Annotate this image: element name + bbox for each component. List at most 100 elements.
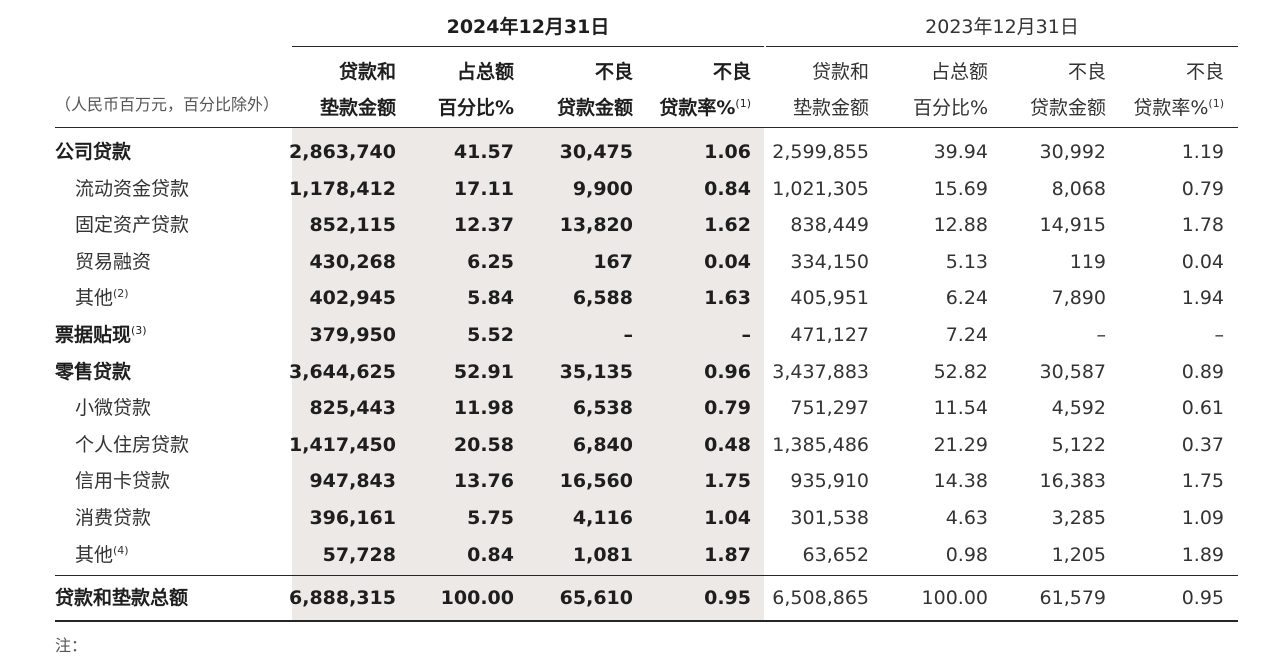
- row-label: 贸易融资: [75, 244, 151, 280]
- cell: 16,383: [1039, 470, 1106, 493]
- note-label: 注：: [55, 636, 88, 655]
- cell: 0.95: [1181, 587, 1224, 609]
- row-label: 其他(4): [75, 537, 129, 573]
- cell: 35,135: [559, 360, 633, 383]
- cell: 5.13: [945, 250, 988, 273]
- cell: 17.11: [453, 177, 514, 200]
- table-row: 公司贷款 2,863,740 41.57 30,475 1.06 2,599,855 39.…: [0, 134, 1268, 170]
- cell: 1.78: [1181, 214, 1224, 237]
- cell: 14.38: [933, 470, 988, 493]
- cell: 15.69: [933, 177, 988, 200]
- cell: 30,475: [559, 141, 633, 163]
- cell: 3,285: [1051, 507, 1106, 529]
- cell: 52.91: [453, 360, 514, 383]
- cell: 167: [593, 250, 633, 273]
- row-label-text: 零售贷款: [55, 360, 132, 383]
- row-label-text: 票据贴现: [55, 324, 132, 346]
- cell: 1,081: [572, 543, 633, 566]
- cell: 1.75: [1181, 470, 1224, 493]
- cell: 0.98: [945, 543, 988, 566]
- row-label: 个人住房贷款: [75, 427, 189, 463]
- cell: 1.63: [704, 287, 751, 310]
- cell: 119: [1069, 250, 1106, 273]
- row-label-text: 其他: [75, 287, 114, 310]
- cell: 13,820: [559, 214, 633, 237]
- cell: 301,538: [790, 507, 869, 529]
- cell: 100.00: [921, 587, 988, 609]
- cell: 1.19: [1181, 141, 1224, 163]
- row-label-text: 小微贷款: [75, 397, 152, 420]
- cell: 6.25: [467, 250, 514, 273]
- cell: 1.94: [1181, 287, 1224, 310]
- cell: 1.89: [1181, 543, 1224, 566]
- cell: 1.09: [1181, 507, 1224, 529]
- cell: 1,205: [1051, 543, 1106, 566]
- cell: 402,945: [309, 287, 396, 310]
- cell: 3,644,625: [289, 360, 396, 383]
- footnote-marker: (1): [735, 97, 751, 110]
- cell: 0.79: [1181, 177, 1224, 200]
- cell: 1,385,486: [772, 433, 869, 456]
- table-row: 其他(2) 402,945 5.84 6,588 1.63 405,951 6.24 7,89…: [0, 280, 1268, 316]
- row-label: 贷款和垫款总额: [55, 587, 189, 609]
- cell: 9,900: [572, 177, 633, 200]
- cell: 751,297: [790, 397, 869, 420]
- cell: 0.84: [467, 543, 514, 566]
- cell: 6,538: [572, 397, 633, 420]
- table-row: 贸易融资 430,268 6.25 167 0.04 334,150 5.13 119 0.04: [0, 244, 1268, 280]
- cell: 471,127: [790, 324, 869, 346]
- cell: 20.58: [453, 433, 514, 456]
- table-bottom-rule: [55, 620, 1238, 622]
- cell: 379,950: [309, 324, 396, 346]
- cell: 396,161: [309, 507, 396, 529]
- cell: 1.62: [704, 214, 751, 237]
- table-row: 流动资金贷款 1,178,412 17.11 9,900 0.84 1,021,305 15…: [0, 171, 1268, 207]
- total-top-rule: [55, 575, 1238, 576]
- row-label-text: 消费贷款: [75, 507, 152, 529]
- table-row-total: 贷款和垫款总额 6,888,315 100.00 65,610 0.95 6,5…: [0, 580, 1268, 616]
- cell: 11.98: [453, 397, 514, 420]
- cell: 1.04: [704, 507, 751, 529]
- cell: 0.48: [704, 433, 751, 456]
- table-row: 个人住房贷款 1,417,450 20.58 6,840 0.48 1,385,486 21…: [0, 427, 1268, 463]
- cell: 41.57: [453, 141, 514, 163]
- row-label: 固定资产贷款: [75, 207, 189, 243]
- cell: –: [623, 324, 634, 346]
- table-row: 信用卡贷款 947,843 13.76 16,560 1.75 935,910 14.38 1…: [0, 463, 1268, 499]
- cell: 405,951: [790, 287, 869, 310]
- cell: 61,579: [1039, 587, 1106, 609]
- col-header-npl-ratio-2023: 不良 贷款率%(1): [1133, 61, 1224, 119]
- row-label-text: 信用卡贷款: [75, 470, 171, 493]
- cell: 4.63: [945, 507, 988, 529]
- cell: 6,888,315: [289, 587, 396, 609]
- footnote-marker: (3): [131, 324, 147, 337]
- cell: 6,588: [572, 287, 633, 310]
- cell: 30,587: [1039, 360, 1106, 383]
- cell: 0.04: [704, 250, 751, 273]
- cell: 0.89: [1181, 360, 1224, 383]
- cell: 8,068: [1051, 177, 1106, 200]
- cell: 0.96: [704, 360, 751, 383]
- cell: 6,840: [572, 433, 633, 456]
- cell: 12.88: [933, 214, 988, 237]
- cell: 1,178,412: [289, 177, 396, 200]
- cell: 11.54: [933, 397, 988, 420]
- cell: 0.95: [704, 587, 751, 609]
- cell: –: [1214, 324, 1225, 346]
- table-row: 票据贴现(3) 379,950 5.52 – – 471,127 7.24 – –: [0, 317, 1268, 353]
- row-label: 信用卡贷款: [75, 463, 170, 499]
- cell: 6,508,865: [772, 587, 869, 609]
- cell: 7,890: [1051, 287, 1106, 310]
- cell: 57,728: [322, 543, 396, 566]
- cell: 6.24: [945, 287, 988, 310]
- row-label: 公司贷款: [55, 134, 131, 170]
- table-row: 消费贷款 396,161 5.75 4,116 1.04 301,538 4.63 3,285…: [0, 500, 1268, 536]
- row-label: 零售贷款: [55, 354, 131, 390]
- row-label: 小微贷款: [75, 390, 151, 426]
- cell: –: [741, 324, 752, 346]
- cell: 838,449: [790, 214, 869, 237]
- col-header-loan-amount-2024: 贷款和 垫款金额: [319, 61, 396, 119]
- cell: 14,915: [1039, 214, 1106, 237]
- col-header-loan-amount-2023: 贷款和 垫款金额: [792, 61, 869, 119]
- cell: 65,610: [559, 587, 633, 609]
